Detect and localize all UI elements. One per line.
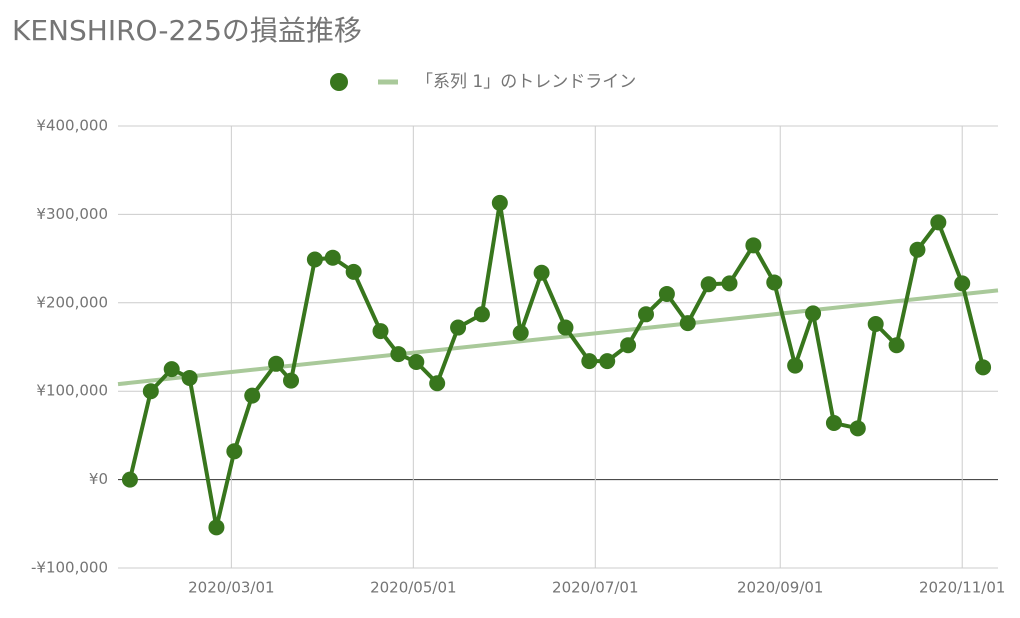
- data-point: [429, 375, 446, 392]
- data-point: [372, 323, 389, 340]
- data-point: [557, 319, 574, 336]
- data-point: [324, 249, 341, 266]
- x-tick-label: 2020/05/01: [370, 579, 456, 597]
- data-point: [581, 353, 598, 370]
- data-point: [491, 194, 508, 211]
- y-tick-label: ¥0: [89, 470, 108, 488]
- y-tick-label: -¥100,000: [31, 559, 108, 577]
- series-line: [127, 200, 986, 530]
- data-point: [849, 420, 866, 437]
- data-point: [306, 251, 323, 268]
- data-point: [909, 241, 926, 258]
- data-point: [226, 443, 243, 460]
- data-point: [954, 275, 971, 292]
- data-point: [121, 471, 138, 488]
- trendline: [117, 288, 999, 387]
- y-tick-label: ¥200,000: [36, 293, 108, 311]
- data-point: [805, 305, 822, 322]
- data-point: [390, 346, 407, 363]
- data-point: [658, 285, 675, 302]
- data-point: [766, 274, 783, 291]
- data-point: [721, 275, 738, 292]
- data-point: [745, 237, 762, 254]
- data-point: [867, 316, 884, 333]
- chart-title: KENSHIRO-225の損益推移: [12, 14, 362, 47]
- data-point: [638, 306, 654, 323]
- x-tick-label: 2020/11/01: [919, 579, 1005, 597]
- data-point: [679, 315, 696, 332]
- y-tick-label: ¥100,000: [36, 382, 108, 400]
- data-point: [533, 264, 550, 281]
- data-point: [163, 361, 180, 378]
- data-point: [620, 337, 637, 354]
- x-tick-label: 2020/03/01: [188, 579, 274, 597]
- legend-marker: [330, 73, 348, 91]
- data-point: [787, 357, 804, 374]
- data-point: [283, 372, 300, 389]
- data-point: [450, 319, 467, 336]
- data-point: [888, 337, 905, 354]
- data-point: [975, 359, 992, 376]
- data-point: [825, 415, 842, 432]
- data-point: [408, 354, 425, 371]
- y-tick-label: ¥400,000: [36, 117, 108, 135]
- data-point: [268, 355, 285, 372]
- data-point: [599, 353, 616, 370]
- data-point: [700, 276, 717, 293]
- data-point: [208, 519, 225, 536]
- x-tick-label: 2020/09/01: [737, 579, 823, 597]
- data-point: [345, 263, 362, 280]
- data-point: [512, 324, 529, 341]
- legend-label: 「系列 1」のトレンドライン: [416, 72, 636, 92]
- data-point: [181, 369, 198, 386]
- data-point: [244, 387, 261, 404]
- data-point: [930, 214, 947, 231]
- data-point: [473, 306, 490, 323]
- x-tick-label: 2020/07/01: [552, 579, 638, 597]
- y-tick-label: ¥300,000: [36, 205, 108, 223]
- data-point: [142, 383, 159, 400]
